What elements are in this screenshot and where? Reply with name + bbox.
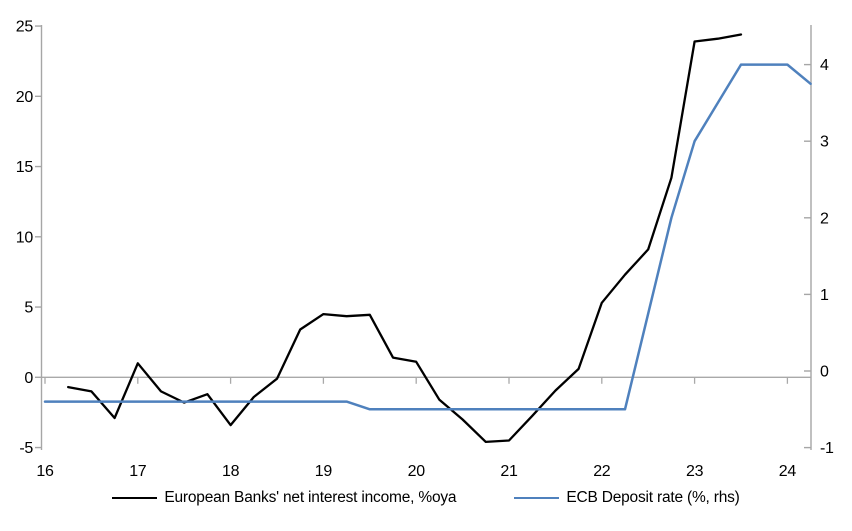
left-tick-label: 0: [24, 370, 33, 387]
ecb-line-swatch: [514, 496, 560, 500]
legend-label-ecb: ECB Deposit rate (%, rhs): [566, 489, 740, 506]
x-tick-label: 19: [315, 463, 333, 480]
chart-legend: European Banks' net interest income, %oy…: [0, 489, 852, 507]
x-tick-label: 20: [408, 463, 426, 480]
right-tick-label: 3: [820, 134, 829, 151]
left-tick-label: 10: [16, 229, 34, 246]
nii-line-swatch: [112, 496, 158, 500]
left-tick-label: 20: [16, 89, 34, 106]
right-axis-ticks: 4 3 2 1 0 -1: [804, 57, 834, 457]
legend-item-ecb: ECB Deposit rate (%, rhs): [514, 489, 740, 507]
right-tick-label: 0: [820, 364, 829, 381]
nii-series-line: [67, 33, 743, 444]
left-tick-label: 5: [24, 300, 33, 317]
left-tick-label: 15: [16, 159, 34, 176]
x-tick-label: 22: [593, 463, 611, 480]
left-tick-label: -5: [19, 440, 33, 457]
x-tick-label: 21: [500, 463, 518, 480]
ecb-series-line: [43, 63, 812, 411]
legend-label-nii: European Banks' net interest income, %oy…: [164, 489, 457, 506]
x-tick-label: 18: [222, 463, 240, 480]
left-axis-ticks: 25 20 15 10 5 0 -5: [16, 19, 42, 457]
right-tick-label: 2: [820, 210, 829, 227]
x-tick-label: 16: [36, 463, 54, 480]
right-tick-label: 1: [820, 287, 829, 304]
right-tick-label: 4: [820, 57, 829, 74]
x-axis-ticks: 16 17 18 19 20 21 22 23 24: [36, 377, 797, 480]
left-tick-label: 25: [16, 19, 34, 36]
right-tick-label: -1: [820, 440, 834, 457]
legend-item-nii: European Banks' net interest income, %oy…: [112, 489, 457, 507]
x-tick-label: 24: [779, 463, 797, 480]
x-tick-label: 17: [129, 463, 147, 480]
x-tick-label: 23: [686, 463, 704, 480]
